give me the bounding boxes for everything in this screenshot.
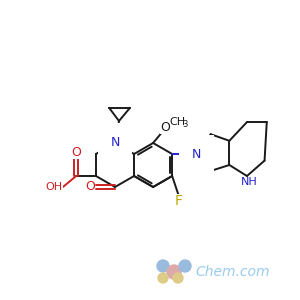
Circle shape <box>158 273 168 283</box>
Text: O: O <box>71 146 81 159</box>
Circle shape <box>173 273 183 283</box>
Text: NH: NH <box>241 177 257 187</box>
Text: F: F <box>175 194 183 208</box>
Text: CH: CH <box>169 117 185 127</box>
Text: O: O <box>160 121 170 134</box>
Text: 3: 3 <box>182 120 188 129</box>
Text: O: O <box>85 181 95 194</box>
Text: Chem.com: Chem.com <box>195 265 269 279</box>
Text: N: N <box>192 148 201 160</box>
Text: OH: OH <box>45 182 62 192</box>
Circle shape <box>167 265 181 279</box>
Circle shape <box>179 260 191 272</box>
Text: N: N <box>110 136 120 148</box>
Circle shape <box>157 260 169 272</box>
